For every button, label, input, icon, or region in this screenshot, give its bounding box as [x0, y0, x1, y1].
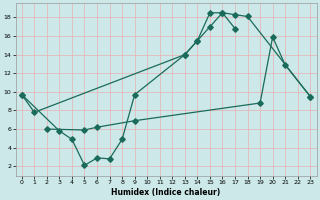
X-axis label: Humidex (Indice chaleur): Humidex (Indice chaleur)	[111, 188, 221, 197]
